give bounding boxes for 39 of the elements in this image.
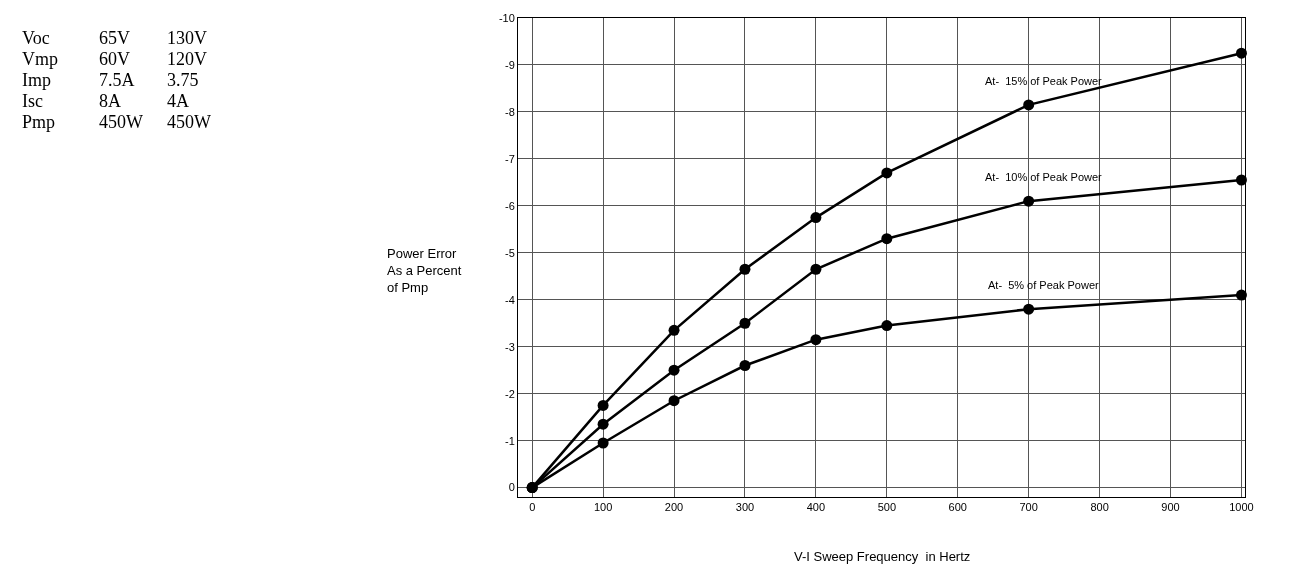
x-tick-label: 200 (664, 501, 684, 514)
y-tick-label: -5 (505, 246, 515, 259)
text: 7.5A (99, 70, 135, 90)
y-tick-label: -2 (505, 387, 515, 400)
text: 65V (99, 28, 130, 48)
y-tick-label: -9 (505, 58, 515, 71)
x-tick-label: 300 (735, 501, 755, 514)
text: 130V (167, 28, 207, 48)
y-tick-label: 0 (508, 481, 515, 494)
y-tick-label: -4 (505, 293, 515, 306)
text: Pmp (22, 112, 56, 132)
x-tick-label: 700 (1019, 501, 1038, 514)
text: 3.75 (167, 70, 199, 90)
y-axis-title: Power Error As a Percent of Pmp (387, 246, 462, 295)
y-tick-label: -6 (505, 199, 515, 212)
text: 450W (167, 112, 211, 132)
y-tick-label: -10 (498, 11, 515, 24)
x-tick-label: 900 (1161, 501, 1180, 514)
x-axis-title: V-I Sweep Frequency in Hertz (794, 549, 971, 564)
x-tick-label: 1000 (1229, 501, 1254, 514)
text: 4A (167, 91, 189, 111)
text: 120V (167, 49, 207, 69)
text: Voc (22, 28, 50, 48)
text: 8A (99, 91, 121, 111)
y-tick-label: -1 (505, 434, 515, 447)
text: 60V (99, 49, 130, 69)
x-tick-label: 100 (593, 501, 613, 514)
x-tick-label: 0 (529, 501, 536, 514)
y-tick-label: -3 (505, 340, 515, 353)
text: 450W (99, 112, 143, 132)
x-tick-label: 600 (948, 501, 967, 514)
text: Vmp (22, 49, 58, 69)
text: Isc (22, 91, 43, 111)
x-tick-label: 400 (806, 501, 826, 514)
y-tick-label: -8 (505, 105, 515, 118)
x-tick-label: 500 (877, 501, 896, 514)
y-tick-label: -7 (505, 152, 515, 165)
text: Imp (22, 70, 51, 90)
x-tick-label: 800 (1090, 501, 1109, 514)
